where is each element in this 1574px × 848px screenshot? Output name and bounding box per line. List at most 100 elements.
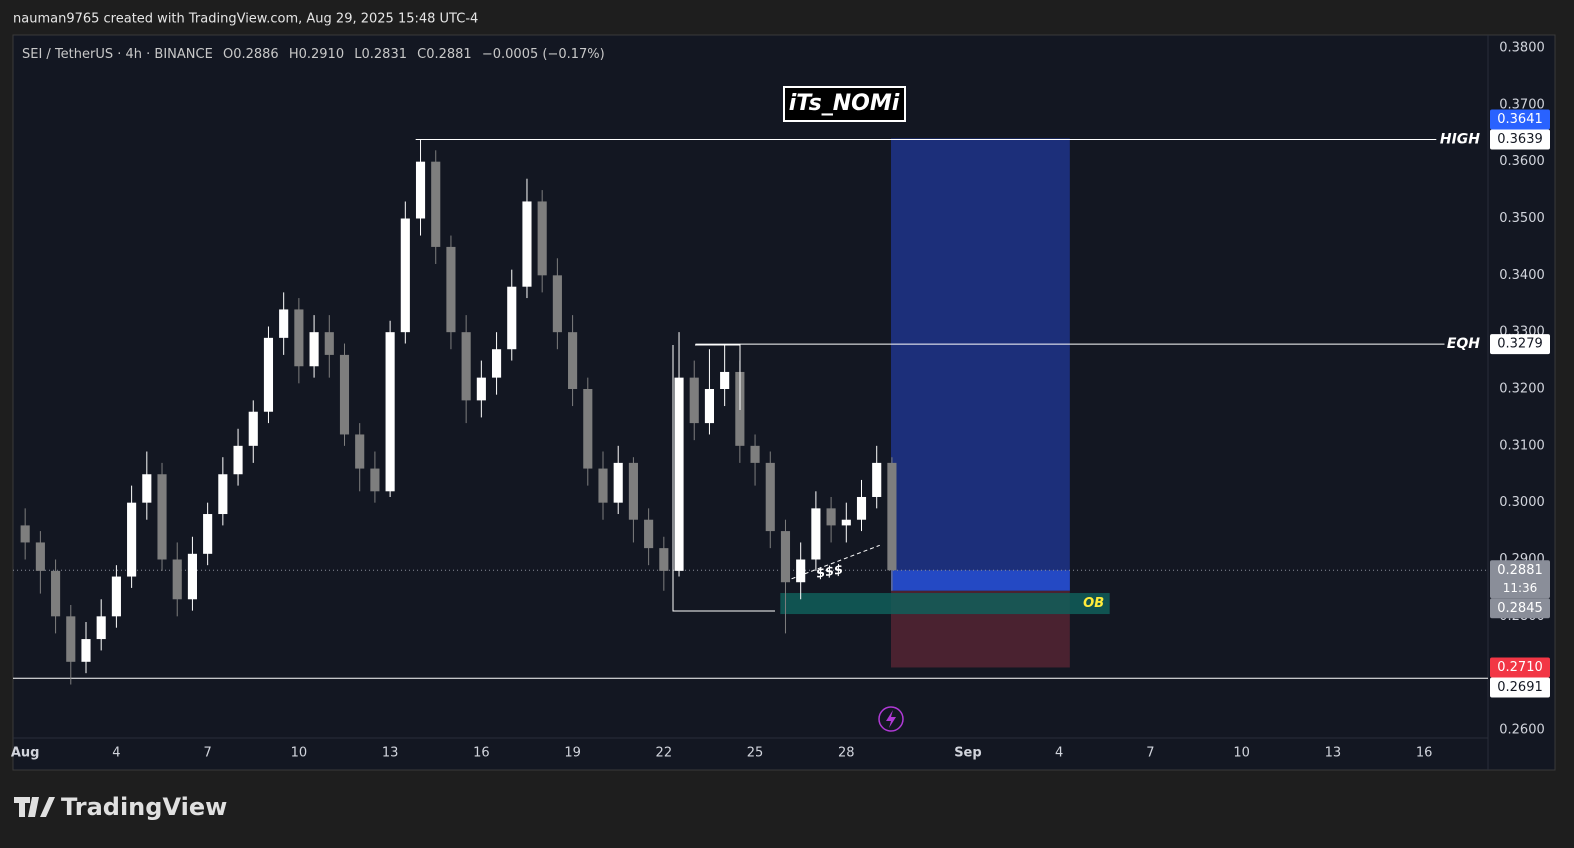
eqh-bracket	[695, 344, 741, 410]
candle-body	[780, 531, 791, 583]
price-tag-label: 0.3279	[1497, 337, 1543, 352]
liquidity-line	[791, 544, 880, 580]
candle-body	[704, 389, 715, 424]
x-tick-label: 19	[564, 746, 581, 761]
watermark: iTs_NOMi	[789, 91, 900, 116]
candle-body	[598, 468, 608, 503]
x-tick-label: 25	[747, 746, 764, 761]
candle-body	[35, 542, 45, 571]
y-tick-label: 0.3600	[1499, 154, 1545, 169]
candle-body	[507, 286, 517, 350]
candle-body	[20, 525, 30, 543]
candle-body	[203, 514, 213, 554]
x-tick-label: 7	[203, 746, 211, 761]
price-tag	[1490, 109, 1550, 130]
y-tick-label: 0.3000	[1499, 495, 1545, 510]
price-tag	[1490, 598, 1550, 619]
legend-label: L	[354, 47, 362, 62]
liquidity-label: $$$	[815, 562, 844, 581]
candle-body	[51, 570, 61, 617]
watermark-box	[783, 86, 906, 122]
level-name: EQH	[1447, 336, 1480, 352]
order-block-label: OB	[1083, 596, 1104, 611]
y-tick-label: 0.3100	[1499, 438, 1545, 453]
candle-body	[750, 445, 760, 463]
candle-body	[96, 616, 106, 640]
x-tick-label: 10	[1233, 746, 1250, 761]
chart-legend: SEI / TetherUS · 4h · BINANCE O0.2886 H0…	[22, 47, 605, 62]
candle-body	[431, 161, 441, 247]
x-tick-label: Sep	[954, 746, 982, 761]
x-tick-label: 4	[112, 746, 120, 761]
candle-body	[385, 332, 395, 492]
x-tick-label: 16	[473, 746, 490, 761]
price-tag	[1490, 677, 1550, 698]
candle-body	[887, 462, 897, 571]
active-zone	[891, 570, 1070, 591]
candle-body	[796, 559, 806, 583]
y-tick-label: 0.3700	[1499, 97, 1545, 112]
x-tick-label: 4	[1055, 746, 1063, 761]
candle-body	[841, 519, 851, 526]
candle-body	[674, 377, 684, 571]
legend-value: 0.2910	[299, 47, 345, 62]
candle-body	[491, 349, 502, 378]
candle-body	[111, 576, 121, 617]
candle-body	[476, 377, 486, 401]
candle-body	[142, 474, 152, 503]
price-tag	[1490, 560, 1550, 599]
y-tick-label: 0.2600	[1499, 723, 1545, 738]
candle-body	[461, 332, 471, 401]
x-tick-label: Aug	[11, 746, 40, 761]
order-block	[780, 593, 1110, 615]
x-tick-label: 7	[1146, 746, 1154, 761]
candle-body	[826, 508, 836, 526]
target-zone	[891, 138, 1070, 591]
candle-body	[613, 462, 623, 503]
candle-body	[537, 201, 547, 276]
candle-body	[263, 337, 274, 412]
x-tick-label: 13	[1325, 746, 1342, 761]
y-tick-label: 0.3200	[1499, 382, 1545, 397]
candle-body	[309, 332, 319, 367]
price-tag-label: 0.2691	[1497, 680, 1543, 695]
price-tag-label: 0.2845	[1497, 601, 1543, 616]
legend-label: C	[417, 47, 426, 62]
event-icon[interactable]	[878, 706, 904, 732]
price-tag	[1490, 129, 1550, 150]
candle-body	[370, 468, 380, 492]
chart-title: SEI / TetherUS · 4h · BINANCE	[22, 47, 213, 62]
price-tag-label: 0.3639	[1497, 132, 1543, 147]
candle-body	[294, 309, 304, 367]
x-tick-label: 10	[291, 746, 308, 761]
legend-value: 0.2881	[426, 47, 472, 62]
x-tick-label: 16	[1416, 746, 1433, 761]
legend-value: 0.2831	[362, 47, 408, 62]
plot: 0.38000.37000.36000.35000.34000.33000.32…	[11, 41, 1550, 761]
legend-value: 0.2886	[233, 47, 279, 62]
y-tick-label: 0.3400	[1499, 268, 1545, 283]
candle-body	[415, 161, 426, 219]
candle-body	[355, 434, 365, 469]
candle-body	[324, 332, 334, 355]
chart-panel	[12, 34, 1556, 771]
candle-body	[811, 508, 821, 560]
y-tick-label: 0.3500	[1499, 211, 1545, 226]
candle-body	[552, 275, 562, 333]
candle-body	[765, 462, 775, 532]
candle-body	[66, 616, 76, 662]
candle-body	[872, 462, 882, 497]
candle-body	[659, 548, 669, 571]
x-tick-label: 28	[838, 746, 855, 761]
candle-body	[720, 371, 730, 389]
candle-body	[400, 218, 410, 333]
x-tick-label: 22	[656, 746, 673, 761]
candle-body	[628, 462, 638, 520]
candle-body	[689, 377, 699, 424]
candle-body	[157, 474, 167, 560]
candle-body	[856, 496, 867, 520]
candle-body	[279, 309, 289, 338]
x-tick-label: 13	[382, 746, 399, 761]
range-bracket	[672, 345, 775, 612]
